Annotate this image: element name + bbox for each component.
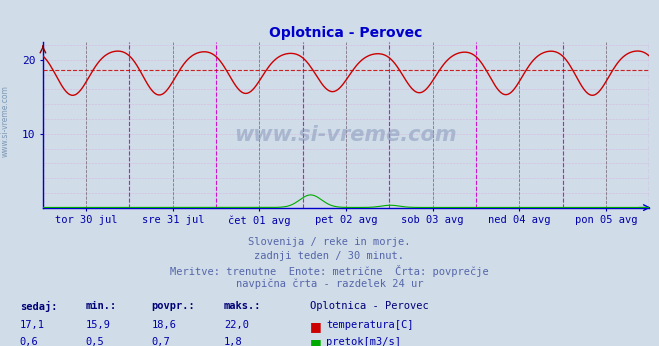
Text: 18,6: 18,6 [152, 320, 177, 330]
Text: sedaj:: sedaj: [20, 301, 57, 312]
Text: pretok[m3/s]: pretok[m3/s] [326, 337, 401, 346]
Text: www.si-vreme.com: www.si-vreme.com [1, 85, 10, 157]
Text: 0,7: 0,7 [152, 337, 170, 346]
Text: maks.:: maks.: [224, 301, 262, 311]
Text: ■: ■ [310, 320, 322, 333]
Text: 0,5: 0,5 [86, 337, 104, 346]
Text: Meritve: trenutne  Enote: metrične  Črta: povprečje: Meritve: trenutne Enote: metrične Črta: … [170, 265, 489, 277]
Text: 17,1: 17,1 [20, 320, 45, 330]
Text: temperatura[C]: temperatura[C] [326, 320, 414, 330]
Text: 15,9: 15,9 [86, 320, 111, 330]
Text: ■: ■ [310, 337, 322, 346]
Text: 1,8: 1,8 [224, 337, 243, 346]
Text: min.:: min.: [86, 301, 117, 311]
Text: 22,0: 22,0 [224, 320, 249, 330]
Text: zadnji teden / 30 minut.: zadnji teden / 30 minut. [254, 251, 405, 261]
Text: povpr.:: povpr.: [152, 301, 195, 311]
Text: Oplotnica - Perovec: Oplotnica - Perovec [310, 301, 428, 311]
Text: www.si-vreme.com: www.si-vreme.com [235, 125, 457, 145]
Text: Slovenija / reke in morje.: Slovenija / reke in morje. [248, 237, 411, 247]
Text: 0,6: 0,6 [20, 337, 38, 346]
Title: Oplotnica - Perovec: Oplotnica - Perovec [270, 26, 422, 40]
Text: navpična črta - razdelek 24 ur: navpična črta - razdelek 24 ur [236, 279, 423, 289]
